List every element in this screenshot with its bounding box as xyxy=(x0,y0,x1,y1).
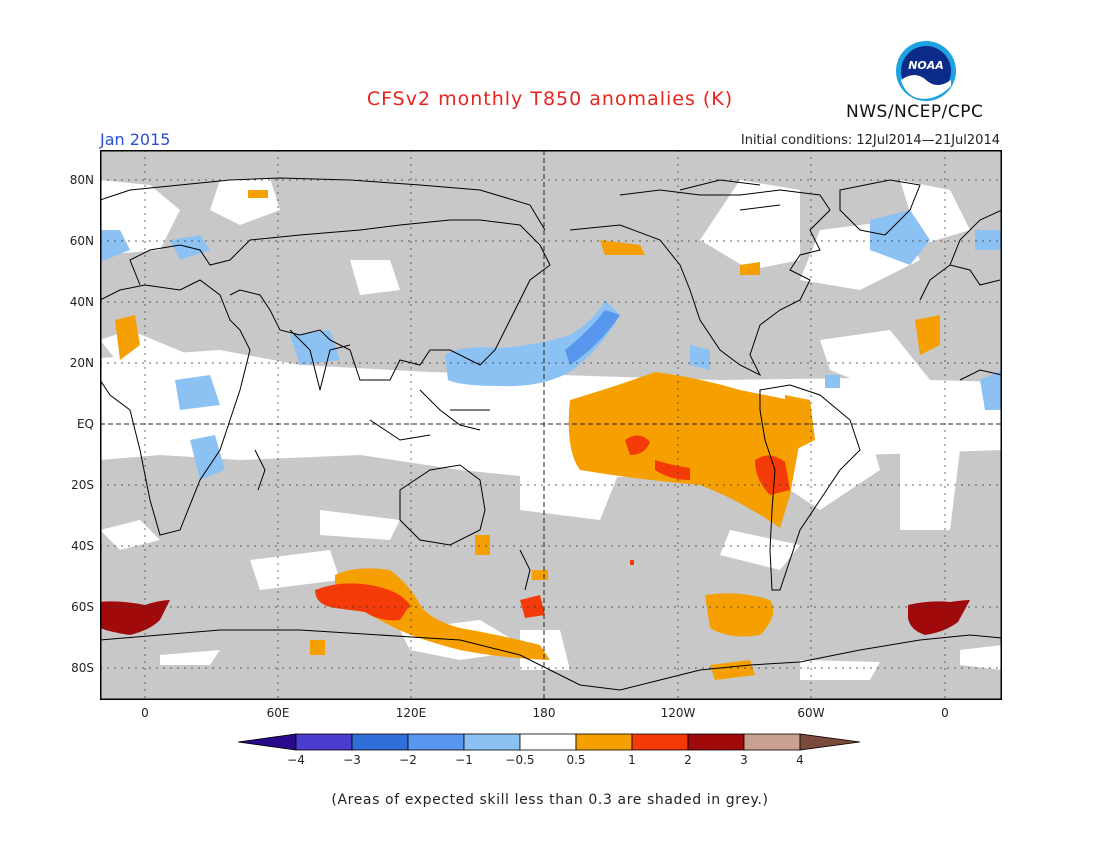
colorbar-cell xyxy=(519,733,577,751)
colorbar xyxy=(238,733,861,751)
initial-conditions: Initial conditions: 12Jul2014—21Jul2014 xyxy=(740,133,1000,148)
lat-label: 20N xyxy=(69,356,94,370)
colorbar-label: 0.5 xyxy=(566,753,586,767)
lon-label: 60W xyxy=(797,706,825,720)
colorbar-label: 2 xyxy=(684,753,692,767)
near-normal-regions xyxy=(100,178,1002,680)
map-frame xyxy=(100,150,1002,700)
very-strong-positive-anomaly-regions xyxy=(100,600,970,635)
noaa-logo: NOAA xyxy=(896,41,956,101)
colorbar-label: 1 xyxy=(628,753,636,767)
coastlines xyxy=(100,177,1002,691)
colorbar-cell xyxy=(743,733,801,751)
colorbar-cell xyxy=(631,733,689,751)
lat-label: 80N xyxy=(69,173,94,187)
colorbar-label: −4 xyxy=(287,753,305,767)
lon-label: 0 xyxy=(141,706,149,720)
lon-label: 0 xyxy=(941,706,949,720)
lat-label: 40N xyxy=(69,295,94,309)
lat-label: 80S xyxy=(71,661,94,675)
lat-label: 60N xyxy=(69,234,94,248)
lat-label: EQ xyxy=(76,417,94,431)
forecast-period: Jan 2015 xyxy=(100,130,171,149)
skill-note: (Areas of expected skill less than 0.3 a… xyxy=(331,792,769,808)
lon-label: 120E xyxy=(395,706,427,720)
colorbar-cell xyxy=(351,733,409,751)
colorbar-cell xyxy=(687,733,745,751)
lon-label: 120W xyxy=(660,706,696,720)
svg-text:NOAA: NOAA xyxy=(908,59,944,72)
colorbar-cell xyxy=(799,733,861,751)
lat-label: 40S xyxy=(71,539,94,553)
stronger-negative-anomaly xyxy=(565,310,620,365)
lat-label: 20S xyxy=(71,478,94,492)
lat-label: 60S xyxy=(71,600,94,614)
colorbar-label: 4 xyxy=(796,753,804,767)
colorbar-label: −0.5 xyxy=(505,753,535,767)
colorbar-cell xyxy=(575,733,633,751)
graticule xyxy=(100,150,1002,700)
colorbar-cell xyxy=(238,733,297,751)
negative-anomaly-regions xyxy=(100,210,1002,480)
colorbar-label: −3 xyxy=(343,753,361,767)
lon-label: 180 xyxy=(532,706,556,720)
colorbar-cell xyxy=(295,733,353,751)
colorbar-cell xyxy=(407,733,465,751)
agency-label: NWS/NCEP/CPC xyxy=(846,102,984,122)
colorbar-label: 3 xyxy=(740,753,748,767)
colorbar-label: −1 xyxy=(455,753,473,767)
strong-positive-anomaly-regions xyxy=(315,435,790,621)
colorbar-cell xyxy=(463,733,521,751)
lon-label: 60E xyxy=(266,706,290,720)
colorbar-label: −2 xyxy=(399,753,417,767)
anomaly-map xyxy=(100,150,1002,700)
map-title: CFSv2 monthly T850 anomalies (K) xyxy=(366,88,734,110)
equator-dateline xyxy=(100,150,1002,700)
